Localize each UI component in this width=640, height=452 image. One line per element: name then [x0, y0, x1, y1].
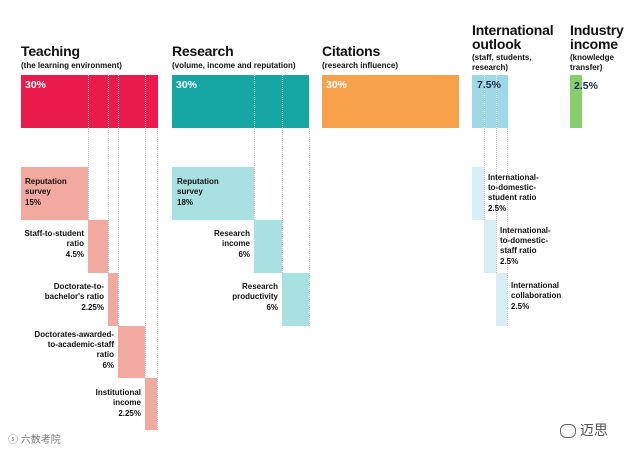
research-bar: 30% — [172, 75, 309, 128]
wechat-icon — [560, 424, 576, 439]
research-productivity-box — [282, 273, 309, 326]
guide-line — [157, 128, 158, 430]
international-title-line1: International — [472, 22, 554, 38]
teaching-subtitle: (the learning environment) — [21, 61, 122, 70]
teaching-doctorates-awarded-label: Doctorates-awarded-to-academic-staff rati… — [34, 330, 114, 370]
industry-percent: 2.5% — [574, 80, 598, 92]
international-student-ratio-box — [472, 167, 484, 220]
guide-line — [496, 128, 497, 273]
international-student-ratio-label: International-to-domestic-student ratio … — [488, 173, 539, 213]
teaching-staff-student-label: Staff-to-student ratio 4.5% — [24, 229, 84, 259]
teaching-reputation-label: Reputation survey 15% — [25, 177, 67, 207]
teaching-doctorates-awarded-box — [118, 326, 145, 378]
research-percent: 30% — [176, 79, 198, 91]
citations-title: Citations — [322, 43, 381, 59]
industry-subtitle-line2: transfer) — [570, 63, 603, 72]
guide-line — [484, 128, 485, 220]
teaching-title: Teaching — [21, 43, 80, 59]
guide-line — [108, 128, 109, 273]
international-percent: 7.5% — [477, 79, 501, 91]
watermark-left: ⓢ 六数考院 — [8, 435, 61, 446]
research-subtitle: (volume, income and reputation) — [172, 61, 296, 70]
international-subtitle-line2: research) — [472, 63, 509, 72]
research-title: Research — [172, 43, 234, 59]
citations-bar: 30% — [322, 75, 459, 128]
divider — [108, 75, 109, 128]
international-collaboration-box — [496, 273, 507, 326]
research-productivity-label: Research productivity 6% — [232, 282, 278, 312]
divider — [484, 75, 485, 128]
teaching-staff-student-box — [88, 220, 108, 273]
teaching-institutional-income-box — [145, 378, 157, 430]
industry-title-line1: Industry — [570, 22, 624, 38]
research-income-label: Research income 6% — [213, 229, 250, 259]
guide-line — [309, 128, 310, 326]
teaching-doctorate-bachelor-label: Doctorate-to-bachelor's ratio 2.25% — [44, 282, 104, 312]
guide-line — [507, 128, 508, 326]
guide-line — [282, 128, 283, 273]
international-bar: 7.5% — [472, 75, 508, 128]
international-staff-ratio-label: International-to-domestic-staff ratio 2.… — [500, 226, 551, 266]
citations-percent: 30% — [326, 79, 348, 91]
teaching-doctorate-bachelor-box — [108, 273, 118, 326]
guide-line — [145, 128, 146, 378]
watermark-right: 迈思 — [560, 420, 608, 440]
teaching-bar: 30% — [21, 75, 158, 128]
divider — [282, 75, 283, 128]
international-title-line2: outlook — [472, 36, 522, 52]
international-staff-ratio-box — [484, 220, 496, 273]
teaching-percent: 30% — [25, 79, 47, 91]
guide-line — [118, 128, 119, 326]
industry-bar — [570, 75, 582, 128]
divider — [496, 75, 497, 128]
international-collaboration-label: International collaboration 2.5% — [511, 281, 562, 311]
citations-subtitle: (research influence) — [322, 61, 399, 70]
weibo-icon: ⓢ — [8, 435, 18, 446]
industry-subtitle-line1: (knowledge — [570, 53, 615, 62]
guide-line — [254, 128, 255, 220]
divider — [254, 75, 255, 128]
research-reputation-box — [172, 167, 254, 220]
guide-line — [88, 128, 89, 220]
research-income-box — [254, 220, 282, 273]
international-subtitle-line1: (staff, students, — [472, 53, 532, 62]
industry-title-line2: income — [570, 36, 618, 52]
teaching-institutional-income-label: Institutional income 2.25% — [95, 388, 141, 418]
teaching-reputation-box — [21, 167, 88, 220]
divider — [118, 75, 119, 128]
divider — [88, 75, 89, 128]
research-reputation-label: Reputation survey 18% — [177, 177, 219, 207]
divider — [145, 75, 146, 128]
